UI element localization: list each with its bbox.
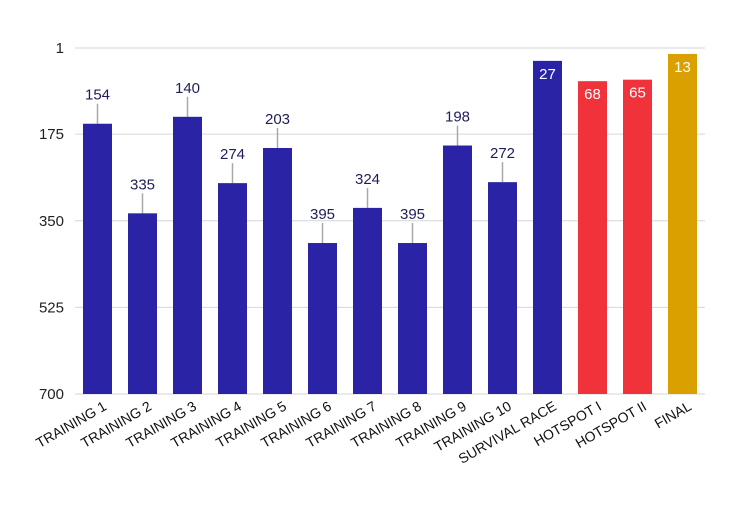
bar (353, 207, 382, 394)
y-tick-label: 350 (39, 213, 64, 230)
data-label: 272 (490, 145, 515, 162)
grid-layer (75, 47, 705, 395)
data-label: 27 (539, 66, 556, 83)
y-axis-ticks: 1 175 350 525 700 (39, 40, 64, 403)
data-label: 198 (445, 109, 470, 126)
data-label: 154 (85, 87, 110, 104)
y-tick-label: 700 (39, 386, 64, 403)
y-tick-label: 1 (56, 40, 64, 57)
data-label: 68 (584, 86, 601, 103)
y-tick-label: 525 (39, 299, 64, 316)
data-label: 13 (674, 59, 691, 76)
data-label: 65 (629, 85, 646, 102)
x-tick-label: FINAL (652, 398, 695, 432)
data-label: 140 (175, 80, 200, 97)
bar (443, 145, 472, 394)
y-tick-label: 175 (39, 126, 64, 143)
bar-layer (83, 53, 697, 395)
data-label: 395 (310, 206, 335, 223)
bar (623, 79, 652, 395)
bar (488, 182, 517, 394)
bar (173, 116, 202, 394)
data-label: 335 (130, 176, 155, 193)
bar (533, 60, 562, 395)
data-label: 395 (400, 206, 425, 223)
label-layer: 154 335 140 274 203 395 324 395 198 272 27 68 65 13 (85, 59, 691, 223)
bar (578, 81, 607, 394)
bar (263, 147, 292, 394)
bar (128, 213, 157, 394)
data-label: 324 (355, 171, 380, 188)
stem-layer (96, 96, 504, 244)
bar (398, 243, 427, 394)
bar (668, 53, 697, 395)
data-label: 203 (265, 111, 290, 128)
bar (218, 183, 247, 394)
data-label: 274 (220, 146, 245, 163)
bar (308, 243, 337, 394)
bar (83, 123, 112, 395)
